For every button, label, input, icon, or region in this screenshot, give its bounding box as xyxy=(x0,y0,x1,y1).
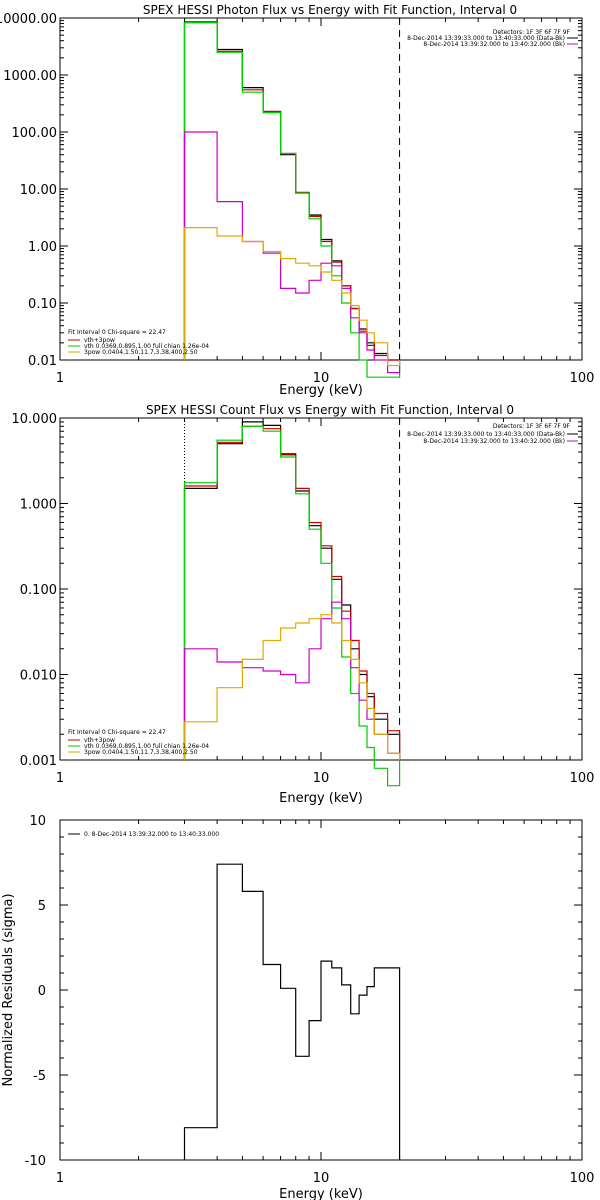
residuals-x-axis-label: Energy (keV) xyxy=(279,1187,363,1200)
count-axis-ticks: 1 10 100 10.000 1.000 0.100 0.010 0.001 xyxy=(12,412,595,786)
photon-legend-bk: 8-Dec-2014 13:39:32.000 to 13:40:32.000 … xyxy=(423,41,565,48)
residuals-y-tick-label: 10 xyxy=(29,814,46,829)
count-legend-top-right: Detectors: 1F 3F 6F 7F 9F 8-Dec-2014 13:… xyxy=(407,423,578,445)
residuals-y-tick-label: 5 xyxy=(38,899,46,914)
residuals-x-tick-label: 1 xyxy=(56,1171,64,1186)
photon-legend-fit-header: Fit Interval 0 Chi-square = 22.47 xyxy=(68,329,166,336)
count-series-3pow xyxy=(183,614,401,760)
residuals-axis-ticks: 1 10 100 10 5 0 -5 -10 xyxy=(25,814,595,1186)
count-x-axis-label: Energy (keV) xyxy=(279,791,363,806)
photon-x-tick-label: 1 xyxy=(56,371,64,386)
count-legend-detectors: Detectors: 1F 3F 6F 7F 9F xyxy=(493,423,571,430)
count-legend-bottom-left: Fit Interval 0 Chi-square = 22.47 vth+3p… xyxy=(68,729,209,756)
photon-y-tick-label: 100.00 xyxy=(12,126,58,141)
count-y-tick-label: 0.010 xyxy=(20,669,57,684)
photon-chart-title: SPEX HESSI Photon Flux vs Energy with Fi… xyxy=(143,3,517,17)
photon-y-tick-label: 1.00 xyxy=(28,240,57,255)
count-legend-vth: vth 0.0369,0.895,1.00 full chian 1.26e-0… xyxy=(84,743,209,750)
photon-flux-chart: SPEX HESSI Photon Flux vs Energy with Fi… xyxy=(0,3,594,398)
photon-y-tick-label: 1000.00 xyxy=(3,69,57,84)
count-chart-title: SPEX HESSI Count Flux vs Energy with Fit… xyxy=(146,403,514,417)
count-series-bk xyxy=(183,601,401,760)
photon-legend-bottom-left: Fit Interval 0 Chi-square = 22.47 vth+3p… xyxy=(68,329,209,356)
photon-y-tick-label: 10000.00 xyxy=(0,12,57,27)
photon-y-tick-label: 0.10 xyxy=(28,297,57,312)
photon-x-axis-label: Energy (keV) xyxy=(279,383,363,398)
count-series-group xyxy=(183,418,401,787)
photon-legend-fit: vth+3pow xyxy=(84,337,115,344)
count-legend-fit-header: Fit Interval 0 Chi-square = 22.47 xyxy=(68,729,166,736)
residuals-legend: 0. 8-Dec-2014 13:39:32.000 to 13:40:33.0… xyxy=(84,831,219,838)
residuals-y-tick-label: -5 xyxy=(33,1069,46,1084)
residuals-x-tick-label: 10 xyxy=(313,1171,330,1186)
photon-series-3pow xyxy=(183,227,401,367)
count-legend-fit: vth+3pow xyxy=(84,737,115,744)
count-y-tick-label: 0.001 xyxy=(20,754,57,769)
residuals-y-tick-label: -10 xyxy=(25,1154,46,1169)
count-plot-frame xyxy=(59,417,583,761)
residuals-chart: 1 10 100 10 5 0 -5 -10 Energy (keV) Normalized … xyxy=(1,814,594,1200)
photon-legend-top-right: Detectors: 1F 3F 6F 7F 9F 8-Dec-2014 13:… xyxy=(407,29,578,48)
residuals-series-group xyxy=(183,863,401,1160)
photon-series-bk xyxy=(183,131,401,374)
residuals-y-tick-label: 0 xyxy=(38,984,46,999)
photon-y-tick-label: 10.00 xyxy=(20,183,57,198)
photon-plot-frame xyxy=(59,17,583,361)
count-x-tick-label: 10 xyxy=(313,771,330,786)
count-legend-data-bk: 8-Dec-2014 13:39:33.000 to 13:40:33.000 … xyxy=(407,431,565,438)
count-series-vth xyxy=(183,425,401,787)
photon-series-vth xyxy=(183,22,401,378)
photon-x-tick-label: 100 xyxy=(570,371,595,386)
residuals-x-tick-label: 100 xyxy=(570,1171,595,1186)
count-x-tick-label: 100 xyxy=(570,771,595,786)
photon-legend-3pow: 3pow 0.0404,1.50,11.7,3.38,400,2.50 xyxy=(84,349,198,356)
photon-legend-detectors: Detectors: 1F 3F 6F 7F 9F xyxy=(493,29,571,36)
residuals-series-residuals xyxy=(183,863,401,1160)
residuals-y-axis-label: Normalized Residuals (sigma) xyxy=(1,893,16,1086)
count-y-tick-label: 0.100 xyxy=(20,583,57,598)
count-y-tick-label: 1.000 xyxy=(20,498,57,513)
photon-series-group xyxy=(183,18,401,378)
photon-legend-data-bk: 8-Dec-2014 13:39:33.000 to 13:40:33.000 … xyxy=(407,35,565,42)
photon-y-tick-label: 0.01 xyxy=(28,354,57,369)
count-x-tick-label: 1 xyxy=(56,771,64,786)
count-legend-bk: 8-Dec-2014 13:39:32.000 to 13:40:32.000 … xyxy=(423,438,565,445)
count-legend-3pow: 3pow 0.0404,1.50,11.7,3.38,400,2.50 xyxy=(84,749,198,756)
photon-legend-vth: vth 0.0369,0.895,1.00 full chian 1.26e-0… xyxy=(84,343,209,350)
count-series-data-bk xyxy=(183,421,401,760)
count-y-tick-label: 10.000 xyxy=(12,412,58,427)
photon-axis-ticks: 1 10 100 10000.00 1000.00 100.00 10.00 1.00 0.10… xyxy=(0,12,594,386)
photon-x-tick-label: 10 xyxy=(313,371,330,386)
count-flux-chart: SPEX HESSI Count Flux vs Energy with Fit… xyxy=(12,403,595,806)
